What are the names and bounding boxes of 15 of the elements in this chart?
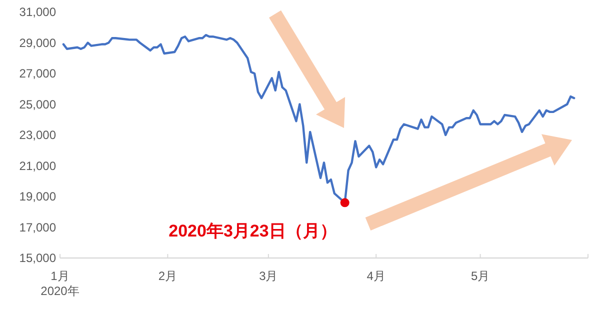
x-tick-label: 5月 (470, 269, 490, 283)
y-tick-label: 31,000 (19, 5, 56, 19)
y-tick-label: 27,000 (19, 66, 56, 80)
x-tick-label: 1月 2020年 (40, 269, 80, 298)
x-tick-label: 2月 (158, 269, 178, 283)
annotation: 2020年3月23日（月） (168, 222, 337, 241)
y-tick-label: 17,000 (19, 220, 56, 234)
y-tick-label: 29,000 (19, 36, 56, 50)
x-tick-label: 3月 (259, 269, 278, 283)
y-tick-label: 25,000 (19, 97, 56, 112)
y-tick-label: 15,000 (19, 251, 56, 265)
x-tick-label: 4月 (366, 269, 386, 283)
y-tick-label: 23,000 (19, 128, 56, 142)
y-tick-label: 21,000 (19, 158, 56, 173)
y-tick-label: 19,000 (19, 190, 56, 204)
